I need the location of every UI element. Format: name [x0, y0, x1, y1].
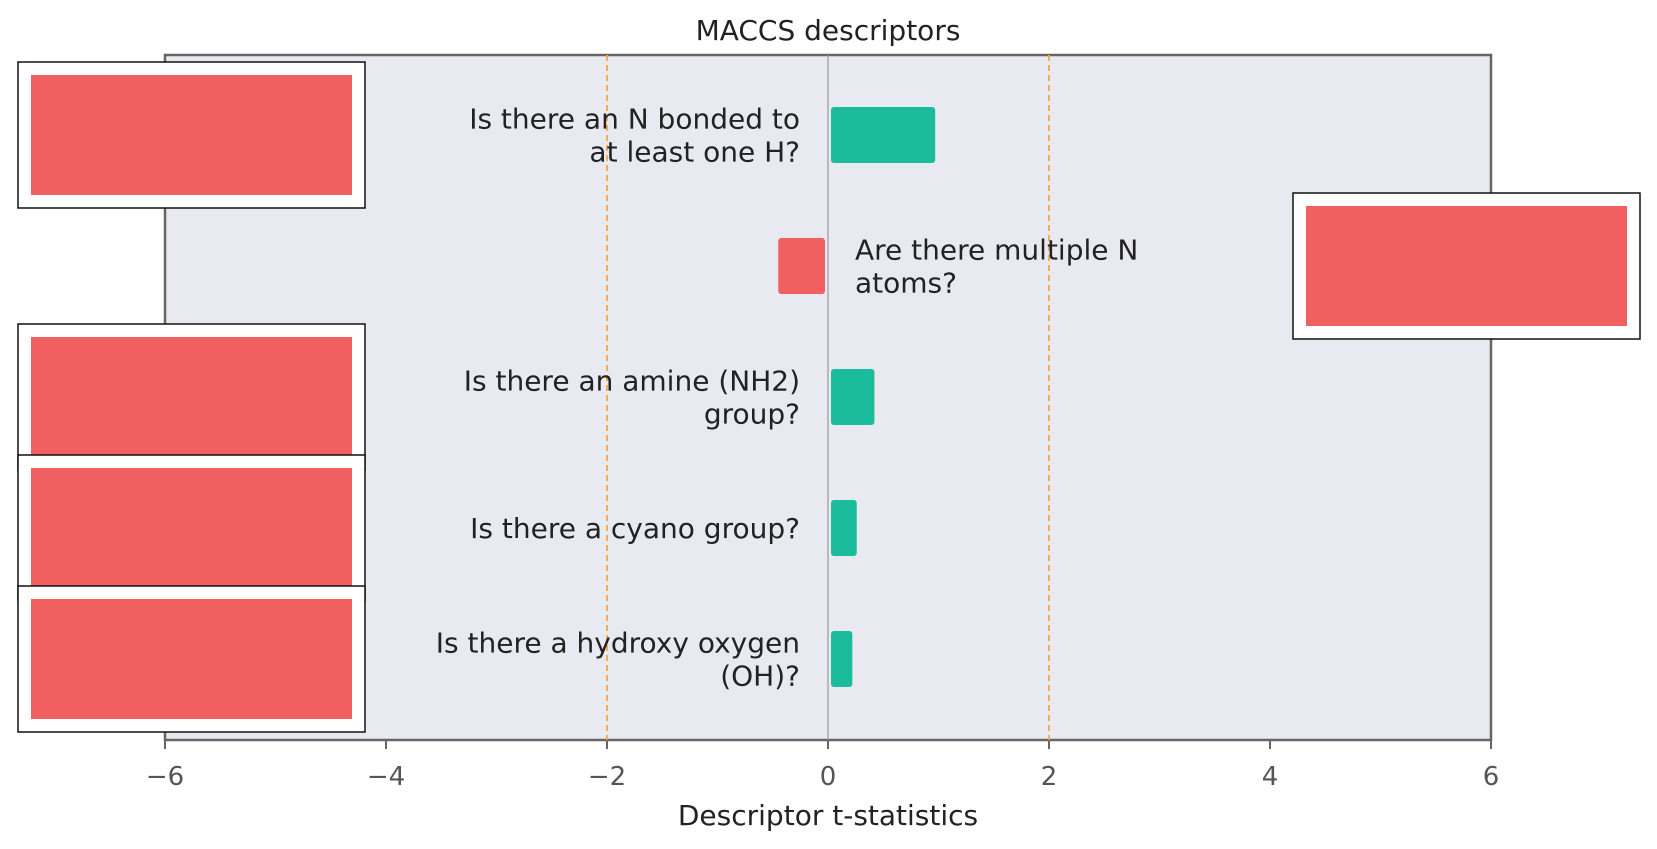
x-axis: −6 −4 −2 0 2 4 6 — [146, 740, 1499, 792]
bar-label-line: Is there a cyano group? — [470, 512, 800, 545]
x-tick-label: 6 — [1483, 762, 1500, 792]
bar-label-line: at least one H? — [589, 136, 800, 169]
bar — [831, 500, 857, 556]
structure-image — [31, 337, 352, 457]
structure-image — [31, 75, 352, 195]
x-tick-label: −6 — [146, 762, 184, 792]
x-tick-label: 4 — [1262, 762, 1279, 792]
bar-label: Is there a hydroxy oxygen (OH)? — [436, 627, 800, 693]
bar-label-line: Are there multiple N — [855, 234, 1138, 267]
bar-label-line: (OH)? — [720, 660, 800, 693]
bar-label-line: Is there an N bonded to — [469, 103, 800, 136]
bar-label: Is there an amine (NH2) group? — [464, 365, 800, 431]
structure-image — [31, 468, 352, 588]
structure-image — [31, 599, 352, 719]
x-tick-label: 0 — [820, 762, 837, 792]
chart-title: MACCS descriptors — [696, 14, 961, 47]
bar — [831, 107, 936, 163]
bar-label-line: group? — [704, 398, 800, 431]
bar-label-line: Is there an amine (NH2) — [464, 365, 800, 398]
bar-label: Is there a cyano group? — [470, 512, 800, 545]
structure-images — [17, 61, 1641, 733]
plot-area — [163, 53, 1493, 742]
bar-label-line: Is there a hydroxy oxygen — [436, 627, 800, 660]
x-tick-label: 2 — [1041, 762, 1058, 792]
bars: Is there an N bonded to at least one H? Ar… — [436, 103, 1139, 693]
bar-label-line: atoms? — [855, 267, 957, 300]
bar — [831, 369, 875, 425]
x-tick-label: −2 — [588, 762, 626, 792]
x-tick-label: −4 — [367, 762, 405, 792]
structure-image — [1306, 206, 1627, 326]
x-axis-label: Descriptor t-statistics — [678, 799, 978, 832]
bar — [831, 631, 853, 687]
bar — [778, 238, 825, 294]
bar-label: Is there an N bonded to at least one H? — [469, 103, 800, 169]
